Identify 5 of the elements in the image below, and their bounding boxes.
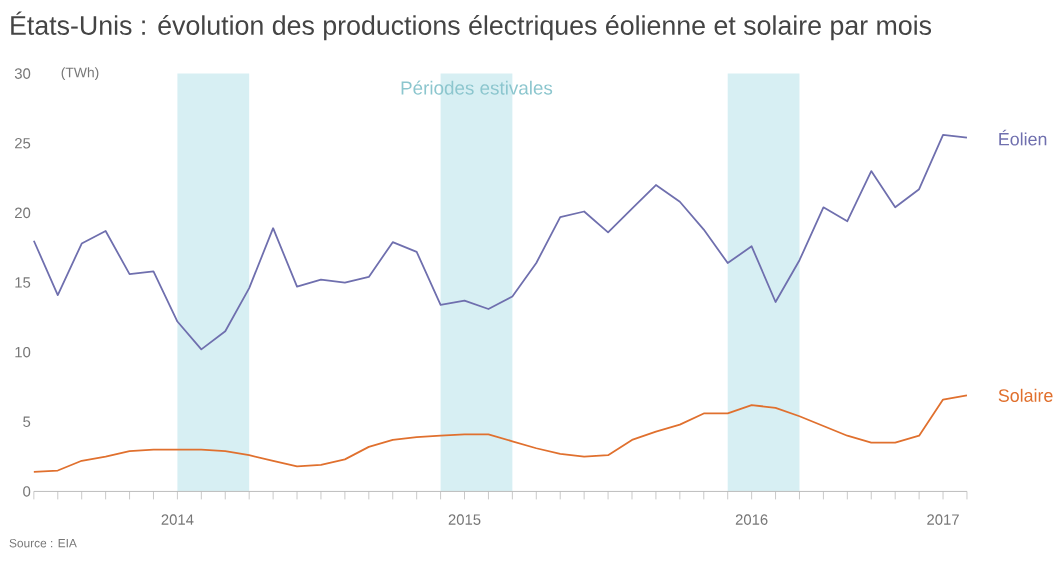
band-label: Périodes estivales	[401, 81, 553, 96]
chart-title: États-Unis : évolution des productions électriques éolienne et solaire par mois	[11, 11, 932, 41]
line-series	[32, 134, 968, 351]
series-label: Solaire	[998, 389, 1053, 403]
series-label: Éolien	[999, 130, 1047, 146]
